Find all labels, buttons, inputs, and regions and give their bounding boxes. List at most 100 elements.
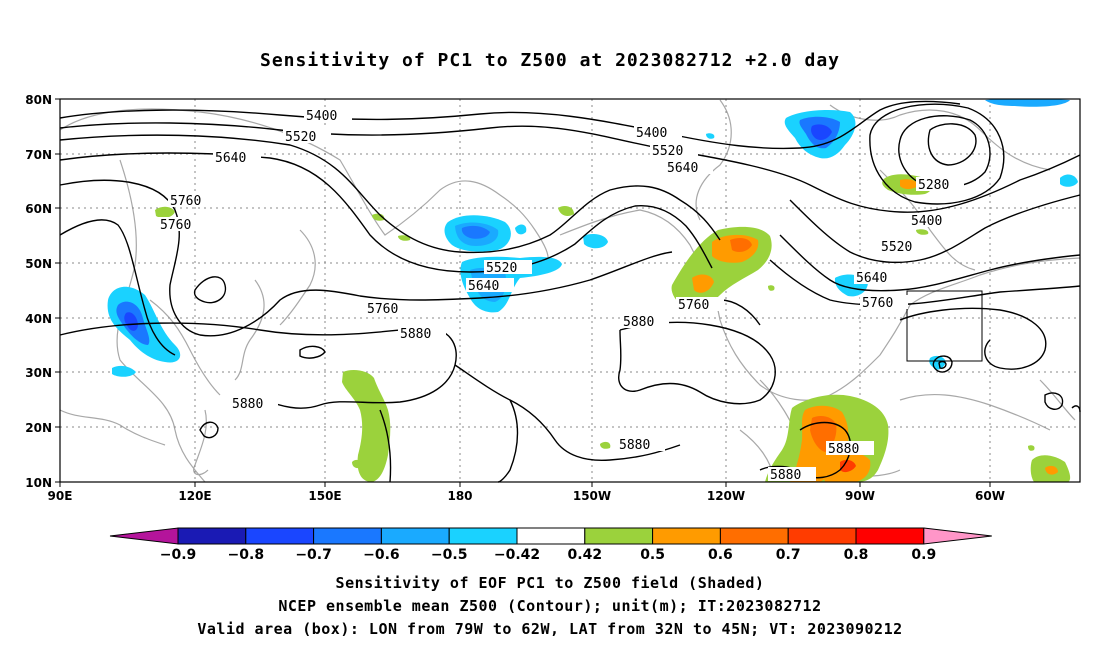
colorbar-low-extend xyxy=(109,527,179,545)
colorbar-segment xyxy=(380,527,450,545)
positive-sensitivity-patch xyxy=(398,235,411,241)
lat-label: 40N xyxy=(25,312,52,326)
contour-label: 5760 xyxy=(170,194,201,209)
lon-label: 120W xyxy=(707,489,745,503)
lon-label: 120E xyxy=(178,489,211,503)
contour-label: 5880 xyxy=(828,442,859,457)
negative-sensitivity-patch xyxy=(515,224,527,235)
contour-label: 5880 xyxy=(232,397,263,412)
positive-sensitivity-patch xyxy=(840,459,856,473)
lon-label: 60W xyxy=(975,489,1005,503)
graticule xyxy=(60,99,1080,482)
positive-sensitivity-patch xyxy=(900,179,918,189)
negative-sensitivity-patch xyxy=(112,365,136,377)
positive-sensitivity-patch xyxy=(1045,465,1058,475)
colorbar-label: 0.8 xyxy=(844,547,869,563)
contour-label: 5400 xyxy=(636,126,667,141)
colorbar-label: −0.7 xyxy=(295,547,332,563)
negative-sensitivity-patch xyxy=(985,98,1070,107)
colorbar-segment xyxy=(855,527,925,545)
colorbar-segment xyxy=(516,527,586,545)
contour-label: 5520 xyxy=(285,130,316,145)
latitude-axis: 80N 70N 60N 50N 40N 30N 20N 10N xyxy=(25,93,60,490)
positive-sensitivity-patch xyxy=(730,237,752,253)
lat-label: 30N xyxy=(25,366,52,380)
lat-label: 80N xyxy=(25,93,52,107)
contour-label: 5760 xyxy=(160,218,191,233)
contour-label: 5400 xyxy=(911,214,942,229)
colorbar-label: 0.7 xyxy=(776,547,801,563)
lat-label: 60N xyxy=(25,202,52,216)
positive-sensitivity-patch xyxy=(558,206,574,216)
contour-label: 5640 xyxy=(468,279,499,294)
colorbar-label: 0.42 xyxy=(568,547,603,563)
contour-label: 5880 xyxy=(770,468,801,483)
colorbar-label: −0.42 xyxy=(494,547,540,563)
colorbar-segment xyxy=(719,527,789,545)
contour-label: 5760 xyxy=(862,296,893,311)
contour-label: 5760 xyxy=(367,302,398,317)
colorbar-segment xyxy=(584,527,654,545)
contour-label: 5760 xyxy=(678,298,709,313)
lon-label: 90W xyxy=(845,489,875,503)
negative-sensitivity-patch xyxy=(811,124,832,140)
positive-sensitivity-patch xyxy=(600,441,611,449)
colorbar-label: 0.6 xyxy=(708,547,733,563)
contour-label: 5520 xyxy=(486,261,517,276)
positive-sensitivity-patch xyxy=(692,274,714,293)
contour-label: 5640 xyxy=(856,271,887,286)
contour-labels: 5400 5520 5640 5760 5760 5400 5520 5640 … xyxy=(158,108,964,483)
positive-sensitivity-patch xyxy=(1028,445,1035,451)
colorbar-segment xyxy=(787,527,857,545)
contour-label: 5280 xyxy=(918,178,949,193)
positive-sensitivity-patch xyxy=(352,459,362,469)
caption-shading: Sensitivity of EOF PC1 to Z500 field (Sh… xyxy=(335,574,765,592)
colorbar-label: 0.9 xyxy=(911,547,936,563)
positive-sensitivity-patch xyxy=(155,206,175,219)
colorbar-label: −0.5 xyxy=(431,547,468,563)
lat-label: 20N xyxy=(25,421,52,435)
contour-label: 5640 xyxy=(215,151,246,166)
lat-label: 10N xyxy=(25,476,52,490)
positive-sensitivity-patch xyxy=(342,370,391,482)
negative-sensitivity-patch xyxy=(124,312,138,331)
negative-sensitivity-patch xyxy=(1060,174,1078,187)
colorbar-high-extend xyxy=(923,527,992,545)
positive-sensitivity-patch xyxy=(768,285,775,291)
contour-label: 5400 xyxy=(306,109,337,124)
negative-sensitivity-patch xyxy=(583,234,608,249)
coastlines xyxy=(59,99,1081,483)
caption-contour: NCEP ensemble mean Z500 (Contour); unit(… xyxy=(278,597,822,615)
colorbar-label: −0.9 xyxy=(160,547,197,563)
contour-label: 5520 xyxy=(881,240,912,255)
colorbar-segment xyxy=(652,527,721,545)
lat-label: 70N xyxy=(25,148,52,162)
colorbar-segment xyxy=(245,527,315,545)
colorbar-label: −0.8 xyxy=(228,547,265,563)
colorbar: −0.9 −0.8 −0.7 −0.6 −0.5 −0.42 0.42 0.5 0.6 0.7 0.… xyxy=(109,527,992,563)
map-frame xyxy=(59,98,1081,483)
caption-valid-area: Valid area (box): LON from 79W to 62W, L… xyxy=(197,620,903,638)
positive-sensitivity-patch xyxy=(916,229,929,235)
contour-label: 5880 xyxy=(623,315,654,330)
contour-label: 5880 xyxy=(400,327,431,342)
lon-label: 150W xyxy=(573,489,611,503)
colorbar-segment xyxy=(177,527,247,545)
lon-label: 150E xyxy=(308,489,341,503)
contour-label: 5640 xyxy=(667,161,698,176)
colorbar-label: 0.5 xyxy=(640,547,665,563)
lat-label: 50N xyxy=(25,257,52,271)
map-title: Sensitivity of PC1 to Z500 at 2023082712… xyxy=(259,50,840,71)
map-area: 5400 5520 5640 5760 5760 5400 5520 5640 … xyxy=(59,98,1081,483)
contour-label: 5880 xyxy=(619,438,650,453)
negative-sensitivity-patch xyxy=(706,133,715,139)
colorbar-label: −0.6 xyxy=(363,547,400,563)
contour-label: 5520 xyxy=(652,144,683,159)
lon-label: 90E xyxy=(48,489,73,503)
negative-sensitivity-patch xyxy=(461,225,490,239)
longitude-axis: 90E 120E 150E 180 150W 120W 90W 60W xyxy=(48,482,1005,503)
valid-area-box xyxy=(906,290,983,362)
colorbar-segment xyxy=(448,527,518,545)
lon-label: 180 xyxy=(447,489,472,503)
